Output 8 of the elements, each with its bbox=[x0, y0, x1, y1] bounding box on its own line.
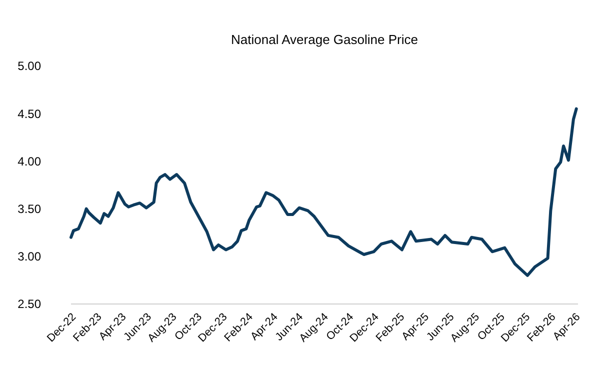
y-tick-label: 4.50 bbox=[18, 106, 42, 121]
y-tick-label: 5.00 bbox=[18, 59, 42, 74]
y-tick-label: 3.50 bbox=[18, 202, 42, 216]
y-tick-label: 2.50 bbox=[18, 297, 42, 312]
y-tick-label: 4.00 bbox=[18, 154, 42, 168]
line-series bbox=[70, 107, 578, 277]
chart-title: National Average Gasoline Price bbox=[231, 32, 418, 47]
y-tick-label: 3.00 bbox=[18, 250, 42, 264]
